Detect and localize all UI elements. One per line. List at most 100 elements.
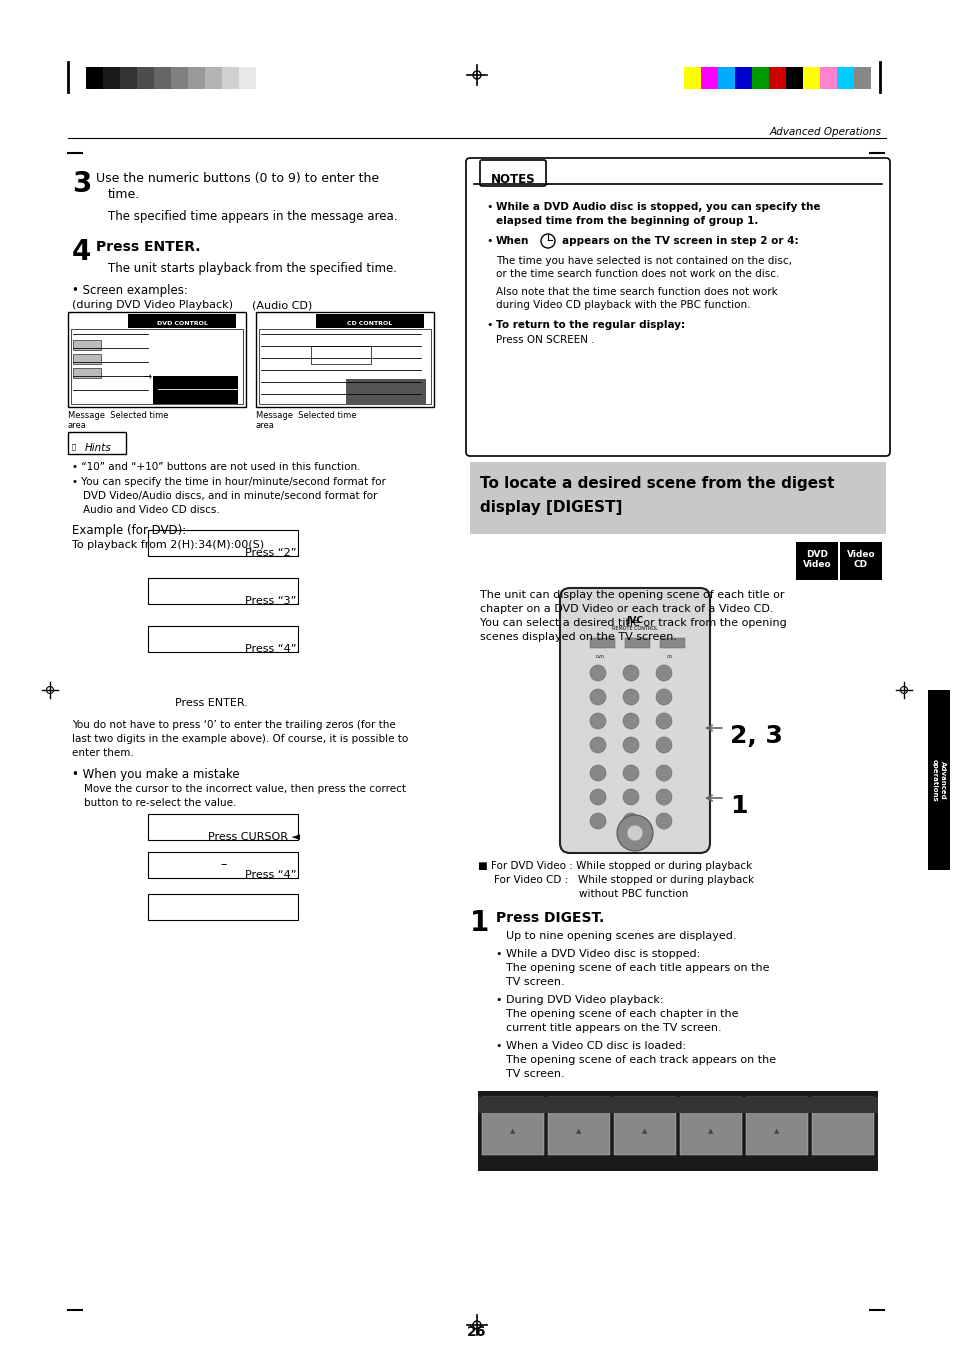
Bar [745,1096,807,1155]
Circle shape [589,737,605,753]
Text: Advanced
operations: Advanced operations [931,758,945,802]
Text: ▲: ▲ [707,1128,713,1134]
Bar [811,1096,873,1155]
Text: Message  Selected time: Message Selected time [255,411,356,420]
Text: The unit starts playback from the specified time.: The unit starts playback from the specif… [108,262,396,274]
Text: last two digits in the example above). Of course, it is possible to: last two digits in the example above). O… [71,734,408,744]
Circle shape [622,665,639,681]
Text: Audio and Video CD discs.: Audio and Video CD discs. [83,506,219,515]
Bar [148,852,297,877]
Text: Also note that the time search function does not work: Also note that the time search function … [496,287,777,297]
Text: Press “2”.: Press “2”. [245,548,299,558]
Bar [152,376,237,404]
Circle shape [656,713,671,729]
Text: –: – [221,859,227,871]
Text: Press “3”.: Press “3”. [245,596,299,606]
Text: current title appears on the TV screen.: current title appears on the TV screen. [505,1023,720,1033]
Text: Press “4”.: Press “4”. [245,869,299,880]
Text: Press ENTER.: Press ENTER. [96,241,200,254]
Circle shape [622,713,639,729]
Text: Press “4”.: Press “4”. [245,644,299,654]
Text: ▲: ▲ [774,1128,779,1134]
Bar [148,579,297,604]
Text: To playback from 2(H):34(M):00(S): To playback from 2(H):34(M):00(S) [71,539,264,550]
Text: TV screen.: TV screen. [505,1069,564,1079]
Bar [795,542,837,580]
Bar [853,68,870,89]
Circle shape [656,765,671,781]
Bar [785,68,802,89]
Bar [222,68,239,89]
Text: When: When [496,237,529,246]
Bar [718,68,734,89]
Circle shape [589,813,605,829]
Bar [477,1096,877,1113]
Text: While a DVD Audio disc is stopped, you can specify the: While a DVD Audio disc is stopped, you c… [496,201,820,212]
Bar [659,638,684,648]
Text: area: area [255,420,274,430]
Bar [171,68,188,89]
Text: •: • [485,201,492,212]
Text: • “10” and “+10” buttons are not used in this function.: • “10” and “+10” buttons are not used in… [71,462,360,472]
Text: 2, 3: 2, 3 [729,725,782,748]
Text: To locate a desired scene from the digest: To locate a desired scene from the diges… [479,476,834,491]
Text: without PBC function: without PBC function [578,890,688,899]
Bar [614,1096,676,1155]
Circle shape [622,790,639,804]
Bar [315,314,423,329]
Text: ▲: ▲ [576,1128,581,1134]
Text: Move the cursor to the incorrect value, then press the correct: Move the cursor to the incorrect value, … [84,784,406,794]
Text: CD: CD [666,654,672,658]
Bar [258,329,431,404]
FancyBboxPatch shape [479,160,545,187]
Text: The unit can display the opening scene of each title or: The unit can display the opening scene o… [479,589,783,600]
Text: 4: 4 [71,238,91,266]
Bar [589,638,615,648]
Bar [148,530,297,556]
Circle shape [656,813,671,829]
Bar [86,68,103,89]
Text: scenes displayed on the TV screen.: scenes displayed on the TV screen. [479,631,677,642]
Text: The opening scene of each track appears on the: The opening scene of each track appears … [505,1055,776,1065]
Text: ▲: ▲ [641,1128,647,1134]
Bar [73,368,101,379]
Circle shape [617,815,652,850]
Text: Press ON SCREEN .: Press ON SCREEN . [496,335,594,345]
Text: Press ENTER.: Press ENTER. [174,698,248,708]
Bar [836,68,853,89]
Circle shape [622,690,639,704]
Bar [683,68,700,89]
Circle shape [622,765,639,781]
Bar [239,68,255,89]
Text: (Audio CD): (Audio CD) [252,300,312,310]
Text: The specified time appears in the message area.: The specified time appears in the messag… [108,210,397,223]
Text: • You can specify the time in hour/minute/second format for: • You can specify the time in hour/minut… [71,477,385,487]
Circle shape [656,737,671,753]
Text: button to re-select the value.: button to re-select the value. [84,798,236,808]
Text: Message  Selected time: Message Selected time [68,411,169,420]
Bar [148,894,297,919]
Text: •: • [485,237,492,246]
Circle shape [589,690,605,704]
Circle shape [622,737,639,753]
Text: 💡: 💡 [71,443,76,450]
Bar [103,68,120,89]
Circle shape [622,813,639,829]
Text: DVD Video/Audio discs, and in minute/second format for: DVD Video/Audio discs, and in minute/sec… [83,491,377,502]
Bar [477,1091,877,1171]
Bar [120,68,137,89]
Bar [311,346,371,364]
Bar [624,638,649,648]
Text: elapsed time from the beginning of group 1.: elapsed time from the beginning of group… [496,216,758,226]
Bar [73,339,101,350]
Circle shape [656,690,671,704]
Text: Up to nine opening scenes are displayed.: Up to nine opening scenes are displayed. [505,932,736,941]
Text: •: • [485,320,492,330]
Text: ■ For DVD Video : While stopped or during playback: ■ For DVD Video : While stopped or durin… [477,861,752,871]
Bar [68,312,246,407]
Text: The time you have selected is not contained on the disc,: The time you have selected is not contai… [496,256,791,266]
Text: 1: 1 [729,794,747,818]
Text: DVD: DVD [595,654,604,658]
Text: Video
CD: Video CD [846,550,875,569]
Text: Example (for DVD):: Example (for DVD): [71,525,186,537]
